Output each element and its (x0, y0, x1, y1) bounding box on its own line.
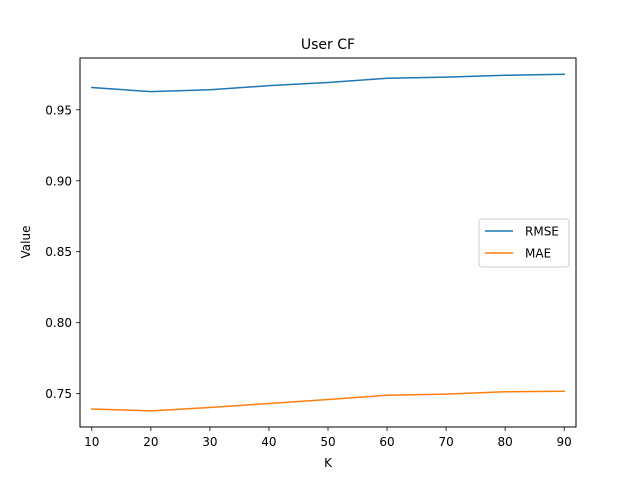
chart-title: User CF (301, 37, 355, 53)
x-tick-label: 90 (557, 435, 572, 449)
x-tick-label: 40 (261, 435, 276, 449)
x-tick-label: 60 (379, 435, 394, 449)
x-axis-ticks: 10 20 30 40 50 60 70 80 90 (84, 427, 572, 449)
x-tick-label: 20 (143, 435, 158, 449)
y-tick-label: 0.85 (45, 245, 72, 259)
y-tick-label: 0.90 (45, 174, 72, 188)
series-line-mae (91, 390, 565, 412)
legend-label-rmse: RMSE (525, 225, 559, 239)
y-tick-label: 0.75 (45, 387, 72, 401)
x-tick-label: 50 (320, 435, 335, 449)
y-axis-ticks: 0.75 0.80 0.85 0.90 0.95 (45, 103, 80, 401)
x-tick-label: 10 (84, 435, 99, 449)
y-tick-label: 0.95 (45, 103, 72, 117)
legend: RMSE MAE (478, 218, 570, 268)
x-tick-label: 80 (498, 435, 513, 449)
y-axis-label: Value (19, 226, 33, 259)
legend-label-mae: MAE (525, 247, 551, 261)
x-tick-label: 70 (438, 435, 453, 449)
x-axis-label: K (324, 456, 333, 470)
y-tick-label: 0.80 (45, 316, 72, 330)
series-line-rmse (91, 73, 565, 93)
plot-lines (91, 73, 565, 412)
x-tick-label: 30 (202, 435, 217, 449)
